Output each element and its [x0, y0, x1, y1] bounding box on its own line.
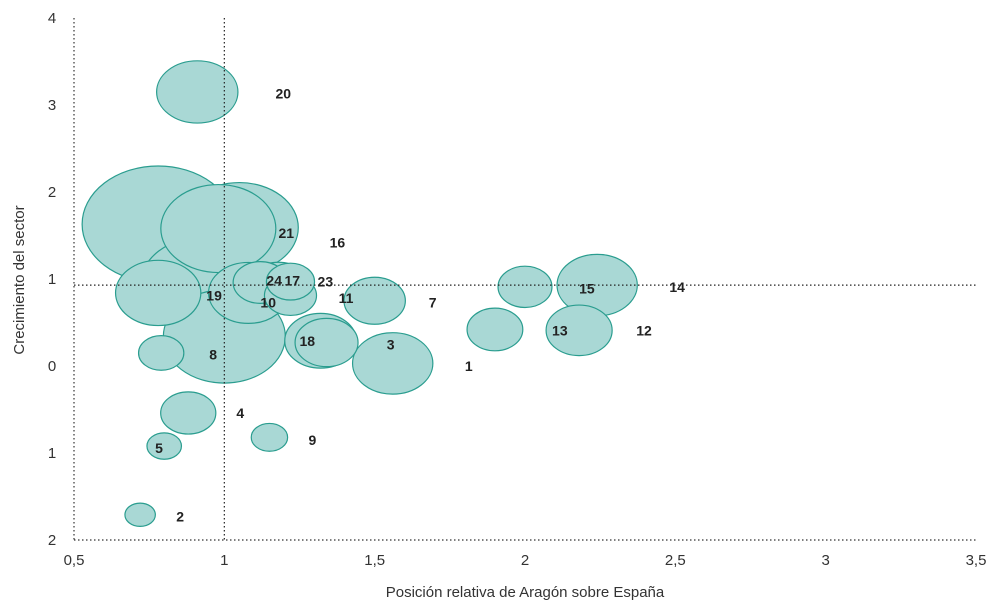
bubble-label-21: 21 [278, 225, 294, 241]
x-tick-label: 0,5 [64, 552, 85, 569]
bubble-label-16: 16 [330, 234, 346, 250]
x-tick-label: 3 [821, 552, 829, 569]
x-tick-label: 3,5 [966, 552, 987, 569]
bubble-label-8: 8 [209, 347, 217, 363]
bubble-label-20: 20 [275, 86, 291, 102]
bubble-label-24: 24 [266, 273, 282, 289]
bubble-21 [160, 183, 277, 274]
bubble-9 [250, 422, 289, 452]
axes-frame [73, 18, 976, 541]
y-tick-label: 0 [48, 358, 56, 375]
bubble-22 [137, 335, 185, 371]
y-tick-label: 3 [48, 97, 56, 114]
bubble-label-19: 19 [206, 288, 222, 304]
bubble-label-1: 1 [465, 358, 473, 374]
bubble-label-23: 23 [318, 274, 334, 290]
bubble-label-12: 12 [636, 322, 652, 338]
y-tick-label: 2 [48, 532, 56, 549]
x-tick-label: 1,5 [364, 552, 385, 569]
bubble-label-5: 5 [155, 440, 163, 456]
y-tick-label: 1 [48, 271, 56, 288]
bubble-label-15: 15 [579, 281, 595, 297]
bubble-25 [114, 259, 202, 327]
y-tick-label: 1 [48, 445, 56, 462]
bubble-2 [124, 502, 156, 528]
y-tick-label: 4 [48, 10, 56, 27]
y-tick-label: 2 [48, 184, 56, 201]
bubble-7 [343, 276, 406, 325]
x-tick-label: 2 [521, 552, 529, 569]
bubble-label-7: 7 [429, 294, 437, 310]
bubble-label-14: 14 [669, 279, 685, 295]
x-tick-label: 2,5 [665, 552, 686, 569]
bubble-label-3: 3 [387, 336, 395, 352]
bubble-label-17: 17 [284, 273, 300, 289]
y-axis-label: Crecimiento del sector [11, 205, 28, 354]
bubble-label-4: 4 [236, 405, 244, 421]
bubble-label-2: 2 [176, 509, 184, 525]
bubble-15 [497, 265, 553, 309]
x-tick-label: 1 [220, 552, 228, 569]
bubble-13 [466, 307, 524, 352]
bubble-12 [545, 304, 613, 357]
bubble-23 [265, 262, 316, 301]
bubble-3 [294, 317, 359, 368]
bubble-label-9: 9 [309, 432, 317, 448]
bubble-1 [351, 332, 434, 395]
bubble-4 [160, 391, 217, 435]
bubble-label-18: 18 [300, 333, 316, 349]
bubble-label-11: 11 [339, 290, 354, 306]
bubble-20 [156, 60, 239, 124]
reference-lines [74, 18, 976, 540]
bubble-label-10: 10 [260, 294, 276, 310]
bubble-series [81, 60, 638, 528]
bubble-label-13: 13 [552, 322, 568, 338]
bubble-5 [146, 432, 183, 460]
x-axis-label: Posición relativa de Aragón sobre España [386, 584, 665, 601]
